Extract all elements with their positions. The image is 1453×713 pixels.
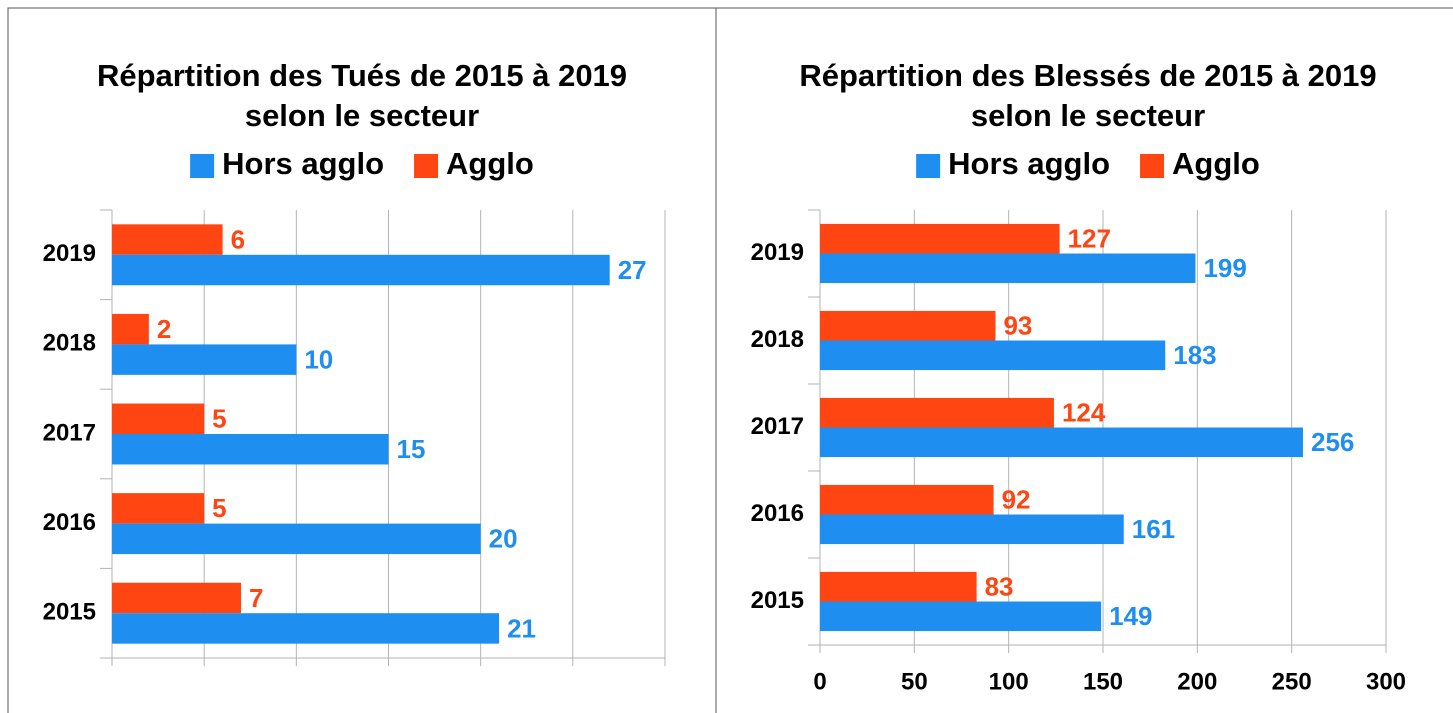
y-tick-label: 2019 bbox=[43, 240, 96, 267]
x-tick-label: 100 bbox=[989, 668, 1029, 695]
bar bbox=[112, 254, 610, 286]
bar bbox=[112, 344, 297, 375]
chart-subtitle: selon le secteur bbox=[245, 98, 479, 133]
value-label: 124 bbox=[1062, 398, 1106, 428]
legend-label: Hors agglo bbox=[948, 146, 1110, 181]
chart-subtitle: selon le secteur bbox=[971, 98, 1205, 133]
y-tick-label: 2018 bbox=[43, 330, 96, 357]
x-tick-label: 250 bbox=[1272, 668, 1312, 695]
y-tick-label: 2018 bbox=[751, 326, 804, 353]
chart-title: Répartition des Tués de 2015 à 2019 bbox=[97, 58, 627, 93]
bar bbox=[112, 582, 242, 614]
value-label: 127 bbox=[1068, 224, 1111, 254]
bar bbox=[112, 313, 149, 345]
value-label: 92 bbox=[1002, 485, 1031, 515]
legend-swatch bbox=[414, 154, 439, 178]
bar bbox=[112, 523, 481, 555]
value-label: 149 bbox=[1109, 601, 1152, 631]
y-tick-label: 2017 bbox=[751, 413, 804, 440]
value-label: 5 bbox=[212, 404, 226, 434]
x-tick-label: 50 bbox=[901, 668, 928, 695]
legend-swatch bbox=[1140, 154, 1165, 178]
y-tick-label: 2015 bbox=[751, 587, 804, 614]
y-tick-label: 2016 bbox=[751, 500, 804, 527]
bar bbox=[112, 403, 205, 434]
bar bbox=[112, 224, 223, 255]
bar bbox=[820, 223, 1060, 254]
value-label: 5 bbox=[212, 493, 226, 523]
bar bbox=[820, 571, 977, 602]
bar bbox=[820, 427, 1303, 458]
value-label: 6 bbox=[231, 224, 245, 254]
bar bbox=[820, 310, 996, 341]
value-label: 93 bbox=[1003, 311, 1032, 341]
x-tick-label: 200 bbox=[1177, 668, 1217, 695]
value-label: 199 bbox=[1203, 253, 1246, 283]
value-label: 27 bbox=[618, 255, 647, 285]
value-label: 256 bbox=[1311, 427, 1354, 457]
value-label: 7 bbox=[249, 583, 263, 613]
bar bbox=[112, 434, 389, 465]
value-label: 161 bbox=[1132, 514, 1175, 544]
bar bbox=[820, 484, 994, 515]
value-label: 2 bbox=[157, 314, 171, 344]
y-tick-label: 2016 bbox=[43, 509, 96, 536]
bar bbox=[820, 397, 1054, 428]
bar bbox=[820, 340, 1166, 371]
y-tick-label: 2017 bbox=[43, 419, 96, 446]
value-label: 20 bbox=[489, 524, 518, 554]
value-label: 83 bbox=[985, 572, 1014, 602]
y-tick-label: 2015 bbox=[43, 599, 96, 626]
frame bbox=[7, 7, 1453, 713]
legend-label: Hors agglo bbox=[222, 146, 384, 181]
y-tick-label: 2019 bbox=[751, 239, 804, 266]
value-label: 21 bbox=[507, 613, 536, 643]
chart-title: Répartition des Blessés de 2015 à 2019 bbox=[799, 58, 1376, 93]
bar bbox=[112, 613, 500, 644]
legend-swatch bbox=[916, 154, 941, 178]
bar bbox=[112, 493, 205, 524]
legend-swatch bbox=[190, 154, 215, 178]
legend-label: Agglo bbox=[446, 146, 534, 181]
value-label: 15 bbox=[397, 434, 426, 464]
legend-label: Agglo bbox=[1172, 146, 1260, 181]
bar bbox=[820, 514, 1124, 545]
bar bbox=[820, 601, 1102, 632]
bar bbox=[820, 253, 1196, 284]
x-tick-label: 0 bbox=[813, 668, 826, 695]
value-label: 10 bbox=[304, 345, 333, 375]
x-tick-label: 300 bbox=[1366, 668, 1406, 695]
x-tick-label: 150 bbox=[1083, 668, 1123, 695]
value-label: 183 bbox=[1173, 340, 1216, 370]
